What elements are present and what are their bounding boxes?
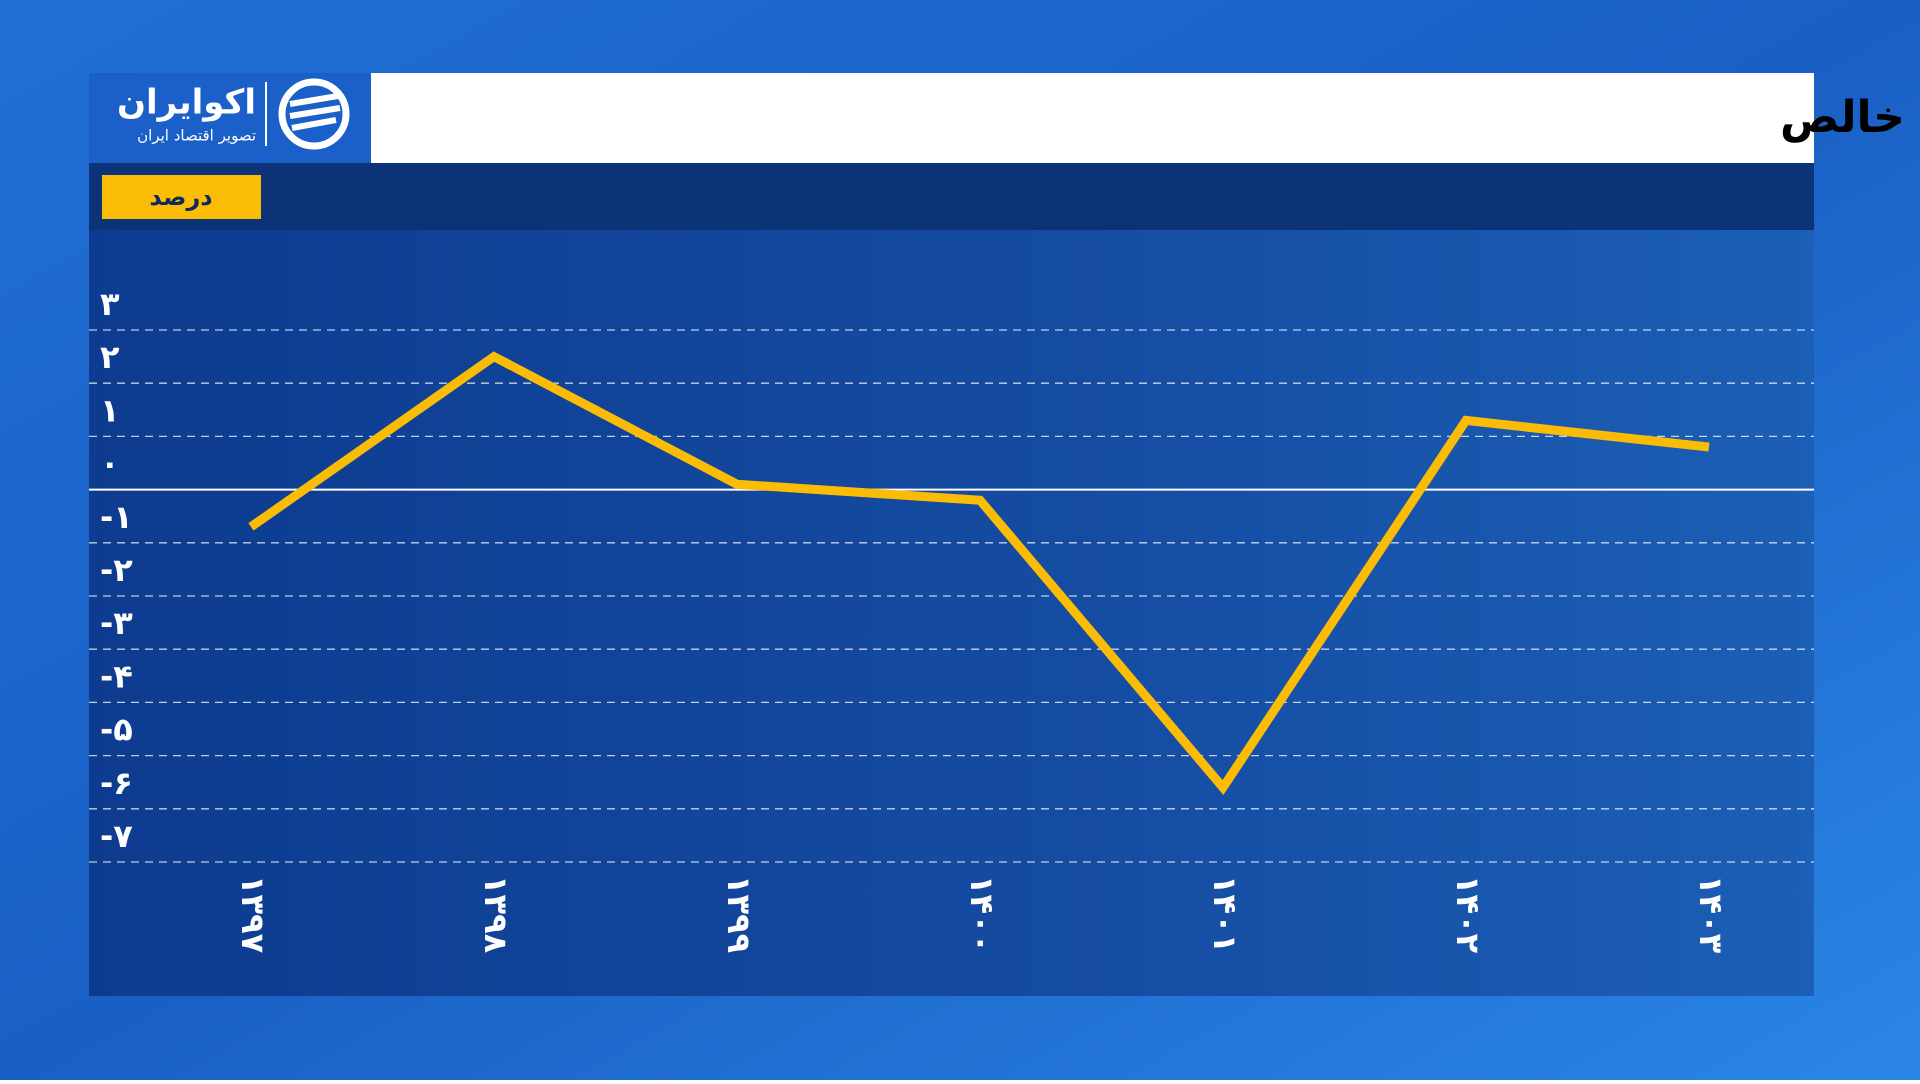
x-tick-label: ۱۴۰۳: [1692, 875, 1730, 954]
unit-label: درصد: [149, 183, 212, 211]
plot-panel: [89, 230, 1814, 996]
y-tick-label: -۲: [100, 551, 133, 589]
y-tick-label: -۵: [100, 711, 133, 749]
y-tick-label: -۶: [100, 764, 133, 802]
unit-band: [89, 163, 1814, 230]
chart-title: رشد تشکیل سرمایه ثابت خالص: [1780, 92, 1920, 143]
brand-tagline: تصویر اقتصاد ایران: [137, 127, 256, 145]
y-tick-label: -۴: [100, 657, 133, 695]
x-tick-label: ۱۳۹۹: [720, 875, 758, 953]
y-tick-label: -۷: [100, 817, 133, 855]
y-tick-label: ۳: [100, 285, 120, 323]
x-tick-label: ۱۳۹۷: [234, 875, 272, 954]
y-tick-label: ۱: [100, 391, 120, 429]
logo-icon: [278, 78, 350, 150]
y-tick-label: -۳: [100, 604, 133, 642]
data-line: [248, 351, 1710, 796]
x-tick-label: ۱۴۰۰: [963, 875, 1001, 953]
title-bar: [371, 73, 1814, 163]
unit-badge: [102, 175, 261, 219]
y-tick-label: -۱: [100, 498, 133, 536]
brand-name: اکوایران: [117, 83, 256, 123]
x-tick-label: ۱۴۰۲: [1449, 875, 1487, 954]
x-tick-label: ۱۴۰۱: [1206, 875, 1244, 953]
y-tick-label: ۲: [100, 338, 120, 376]
y-tick-label: ۰: [100, 445, 120, 483]
x-tick-label: ۱۳۹۸: [477, 875, 515, 954]
